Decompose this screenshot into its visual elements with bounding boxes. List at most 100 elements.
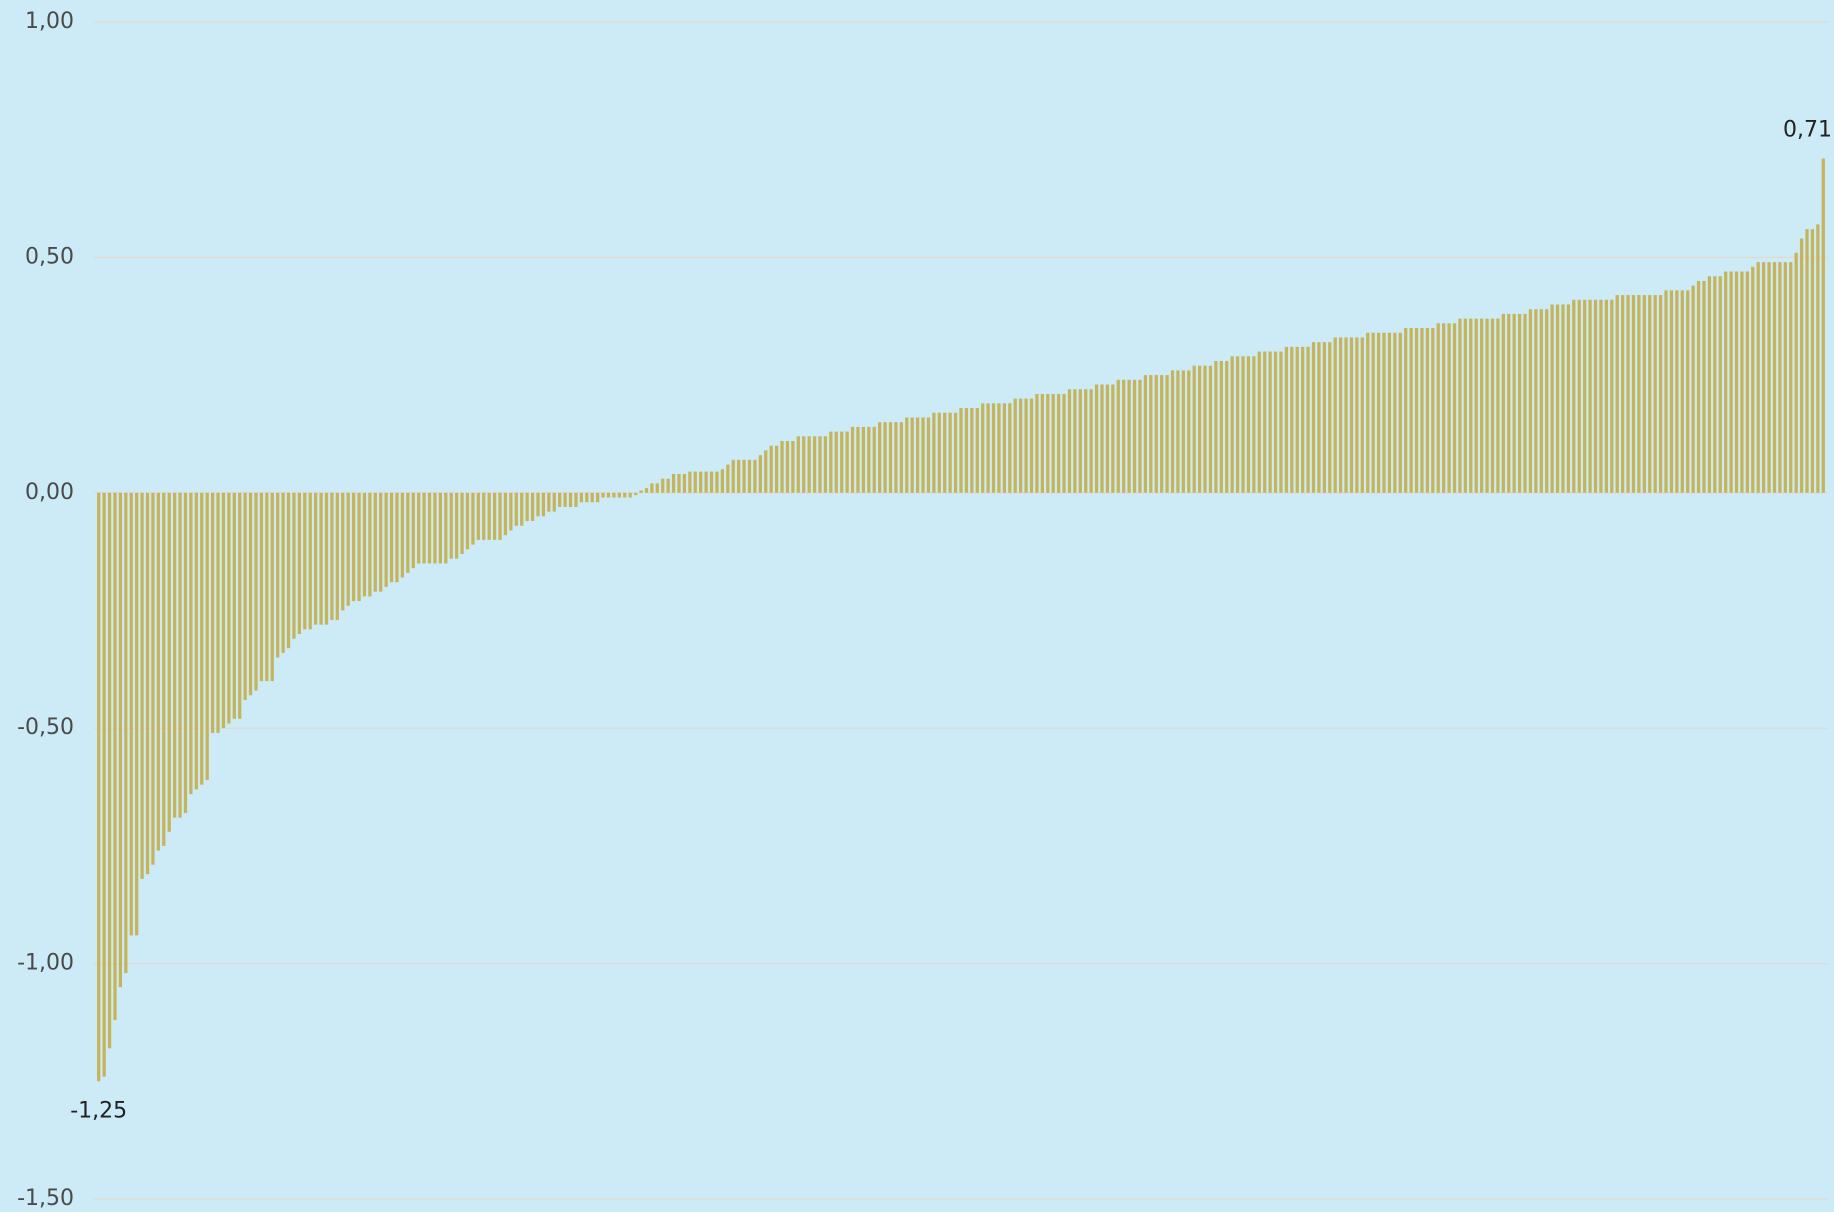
bar: [1734, 271, 1739, 493]
bar: [1572, 299, 1576, 493]
bar: [145, 492, 150, 875]
bar: [422, 492, 426, 564]
bar: [1414, 328, 1419, 493]
bar: [509, 492, 513, 531]
bar: [1756, 262, 1760, 493]
bar: [1474, 318, 1478, 493]
bar: [612, 492, 616, 498]
bar: [623, 492, 627, 498]
bar: [530, 492, 535, 522]
bar: [1626, 295, 1630, 493]
bar: [1496, 318, 1500, 493]
bar: [1642, 295, 1646, 493]
bar: [552, 492, 556, 512]
bar: [948, 412, 952, 493]
bar: [910, 417, 914, 493]
bar: [590, 492, 594, 503]
bar: [970, 408, 974, 493]
bar: [379, 492, 383, 592]
bar: [216, 492, 220, 733]
bar: [1360, 337, 1364, 493]
bar: [953, 412, 958, 493]
bar: [189, 492, 193, 795]
bar: [1431, 328, 1435, 493]
bar: [1344, 337, 1348, 493]
bar: [975, 408, 979, 493]
bar: [200, 492, 204, 785]
bar: [905, 417, 909, 493]
bar: [362, 492, 367, 597]
bar: [124, 492, 128, 974]
bar: [1485, 318, 1489, 493]
bar: [1599, 299, 1603, 493]
bar: [1669, 290, 1674, 493]
y-tick-label: 0,50: [25, 244, 74, 269]
bar: [1181, 370, 1185, 493]
bar: [574, 492, 578, 507]
bar: [1165, 375, 1169, 493]
bar: [785, 441, 790, 493]
bar: [596, 492, 600, 503]
bar: [1056, 393, 1061, 493]
bar: [303, 492, 307, 630]
bar: [1821, 158, 1825, 493]
bar: [389, 492, 394, 583]
bar: [671, 473, 676, 493]
bar: [650, 483, 654, 493]
bar: [802, 436, 806, 493]
bar: [1555, 304, 1560, 493]
bar: [1263, 351, 1267, 493]
bar: [1696, 280, 1701, 493]
bar: [498, 492, 502, 540]
bar: [102, 492, 106, 1077]
bar: [221, 492, 226, 729]
y-tick-label: -1,00: [17, 951, 74, 976]
bar: [579, 492, 584, 503]
bar: [1501, 313, 1505, 493]
bar: [883, 422, 887, 493]
bar: [899, 422, 903, 493]
bar: [1008, 403, 1012, 493]
bar: [1528, 309, 1533, 493]
bar: [227, 492, 231, 724]
bar: [1105, 384, 1110, 493]
bar: [1789, 262, 1793, 493]
data-label: 0,71: [1783, 118, 1832, 143]
bar: [1138, 379, 1142, 493]
bar: [1116, 379, 1120, 493]
bar: [1273, 351, 1278, 493]
bar: [1409, 328, 1413, 493]
bar: [1094, 384, 1099, 493]
bar: [829, 431, 833, 493]
bar: [791, 441, 795, 493]
bar: [737, 459, 741, 493]
bar: [1539, 309, 1543, 493]
bar: [986, 403, 990, 493]
bar: [666, 478, 670, 493]
bar: [981, 403, 985, 493]
bar: [1019, 398, 1023, 493]
bar: [1404, 328, 1408, 493]
bar: [107, 492, 112, 1049]
bar: [460, 492, 464, 555]
bar: [1062, 393, 1066, 493]
bar: [661, 478, 665, 493]
bar: [1338, 337, 1343, 493]
bar: [997, 403, 1001, 493]
y-tick-label: 1,00: [25, 9, 74, 34]
bar: [140, 492, 144, 879]
bar: [1469, 318, 1473, 493]
bar: [178, 492, 182, 818]
bar: [715, 471, 719, 493]
bar: [433, 492, 437, 564]
bar: [1751, 266, 1755, 493]
bar: [1816, 224, 1820, 493]
bar: [1436, 323, 1440, 493]
bar: [1637, 295, 1641, 493]
bar: [1187, 370, 1191, 493]
bar: [243, 492, 247, 700]
bar: [1284, 346, 1289, 493]
bar: [471, 492, 475, 545]
y-tick-label: 0,00: [25, 480, 74, 505]
